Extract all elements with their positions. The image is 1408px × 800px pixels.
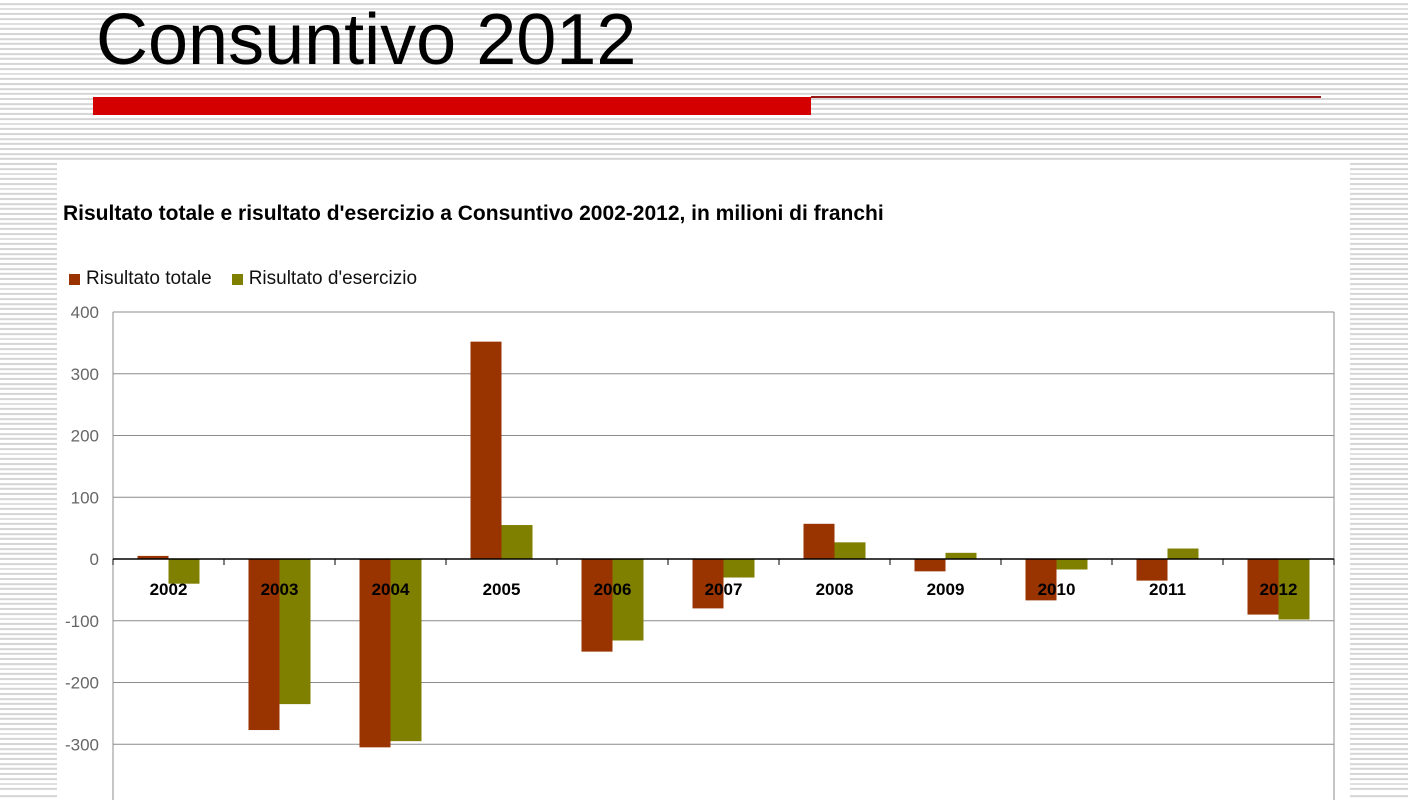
title-accent-line bbox=[811, 96, 1321, 98]
bar-totale-2006 bbox=[581, 559, 613, 652]
chart-legend: Risultato totale Risultato d'esercizio bbox=[69, 268, 437, 290]
bar-totale-2011 bbox=[1136, 559, 1168, 581]
y-tick-label: 200 bbox=[71, 427, 99, 446]
x-tick-label: 2006 bbox=[594, 580, 632, 599]
x-tick-label: 2005 bbox=[483, 580, 521, 599]
bar-esercizio-2004 bbox=[390, 559, 422, 742]
bar-esercizio-2008 bbox=[834, 542, 866, 559]
chart-title: Risultato totale e risultato d'esercizio… bbox=[63, 202, 884, 225]
bar-totale-2009 bbox=[914, 559, 946, 572]
x-tick-label: 2012 bbox=[1260, 580, 1298, 599]
slide-title: Consuntivo 2012 bbox=[96, 0, 637, 80]
bar-esercizio-2012 bbox=[1278, 559, 1310, 620]
chart-panel: Risultato totale e risultato d'esercizio… bbox=[57, 160, 1350, 800]
y-tick-label: 100 bbox=[71, 488, 99, 507]
bar-totale-2003 bbox=[248, 559, 280, 731]
bar-esercizio-2005 bbox=[501, 525, 533, 559]
legend-label-totale: Risultato totale bbox=[86, 268, 212, 289]
bar-esercizio-2002 bbox=[168, 559, 200, 584]
bar-totale-2007 bbox=[692, 559, 724, 609]
y-tick-label: 400 bbox=[71, 303, 99, 322]
x-tick-label: 2004 bbox=[372, 580, 410, 599]
legend-item-totale: Risultato totale bbox=[69, 268, 212, 290]
y-tick-label: -200 bbox=[65, 674, 99, 693]
legend-item-esercizio: Risultato d'esercizio bbox=[231, 268, 418, 290]
bar-totale-2010 bbox=[1025, 559, 1057, 601]
x-tick-label: 2002 bbox=[150, 580, 188, 599]
y-tick-label: 300 bbox=[71, 365, 99, 384]
y-tick-label: -300 bbox=[65, 735, 99, 754]
bar-esercizio-2009 bbox=[945, 552, 977, 559]
bar-esercizio-2003 bbox=[279, 559, 311, 705]
chart-plot: 4003002001000-100-200-300-40020022003200… bbox=[65, 303, 1335, 800]
bar-esercizio-2011 bbox=[1167, 548, 1199, 559]
title-accent-bar bbox=[93, 97, 811, 115]
x-tick-label: 2010 bbox=[1038, 580, 1076, 599]
x-tick-label: 2003 bbox=[261, 580, 299, 599]
x-tick-label: 2011 bbox=[1149, 580, 1186, 599]
x-tick-label: 2008 bbox=[816, 580, 854, 599]
legend-label-esercizio: Risultato d'esercizio bbox=[248, 268, 418, 289]
y-tick-label: 0 bbox=[90, 550, 99, 569]
bar-totale-2002 bbox=[137, 555, 169, 559]
bar-totale-2012 bbox=[1247, 559, 1279, 615]
bar-esercizio-2010 bbox=[1056, 559, 1088, 570]
x-tick-label: 2009 bbox=[927, 580, 965, 599]
x-tick-label: 2007 bbox=[705, 580, 743, 599]
legend-swatch-totale bbox=[69, 273, 80, 285]
bar-totale-2004 bbox=[359, 559, 391, 748]
legend-swatch-esercizio bbox=[231, 273, 243, 285]
bar-esercizio-2007 bbox=[723, 559, 755, 578]
bar-totale-2005 bbox=[470, 341, 502, 559]
bar-totale-2008 bbox=[803, 523, 835, 559]
y-tick-label: -100 bbox=[65, 612, 99, 631]
bar-esercizio-2006 bbox=[612, 559, 644, 641]
